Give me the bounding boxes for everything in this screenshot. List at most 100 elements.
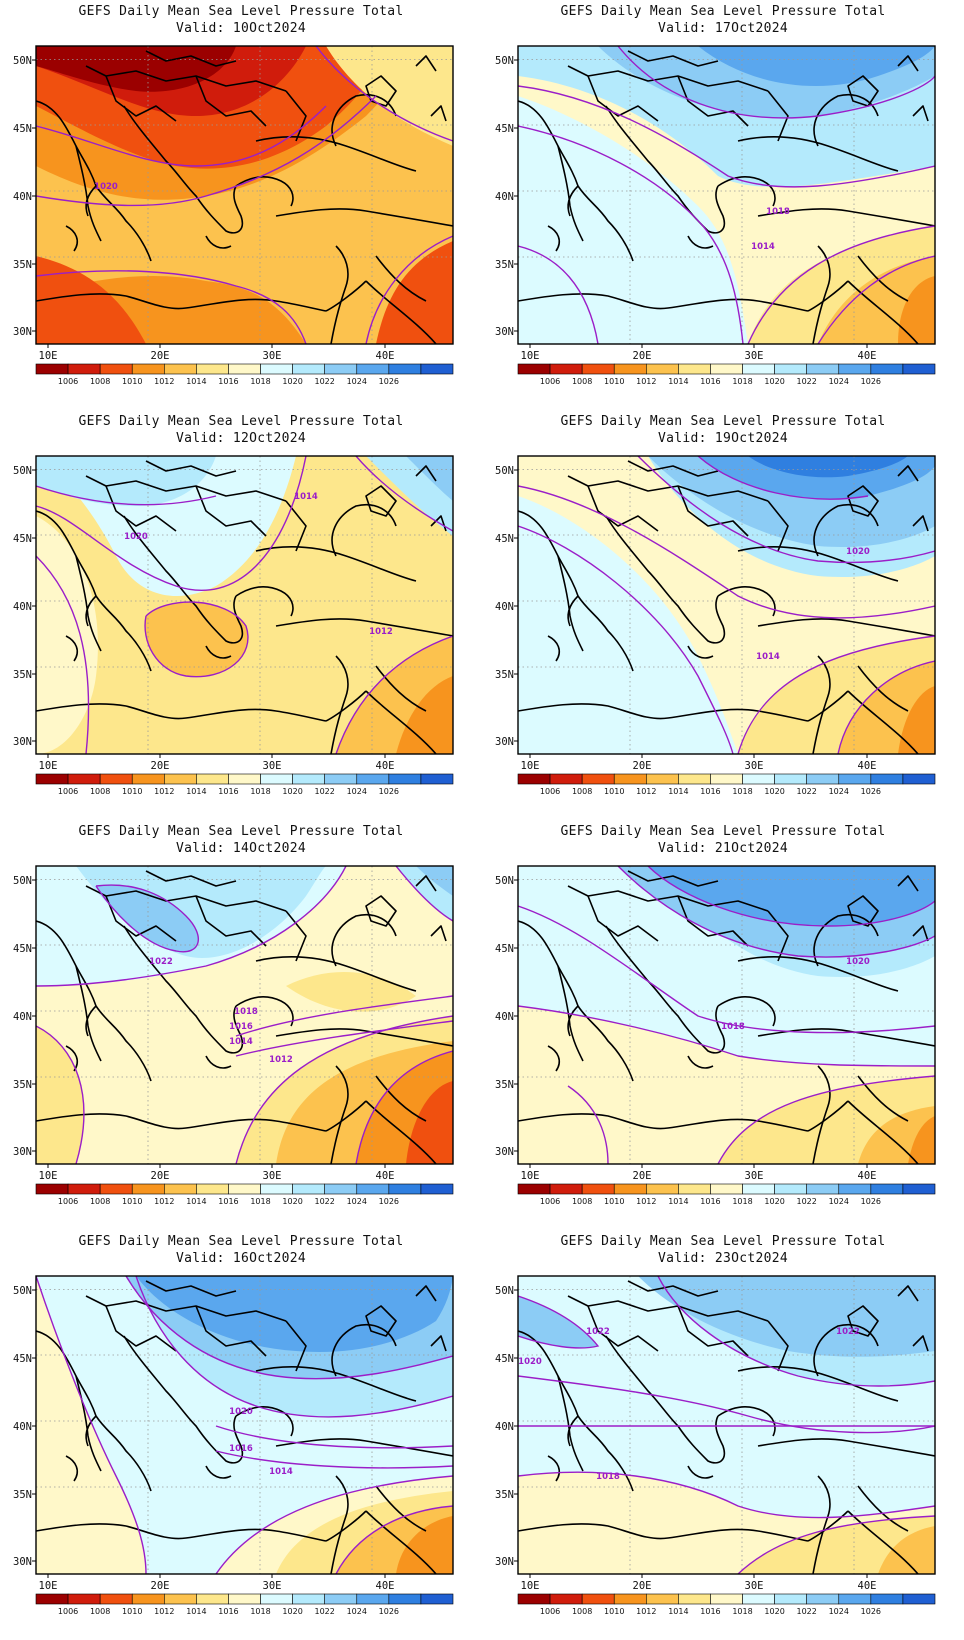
contour-label: 1016 [229, 1022, 253, 1032]
coastlines [36, 1280, 453, 1574]
pressure-shading [36, 516, 98, 754]
panel-title: GEFS Daily Mean Sea Level Pressure Total [560, 824, 886, 839]
colorbar-label: 1024 [347, 1607, 367, 1616]
colorbar-label: 1016 [700, 1197, 720, 1206]
latitude-label: 45N [13, 123, 32, 135]
isobar-lines [36, 456, 453, 754]
colorbar-swatch [613, 773, 647, 785]
colorbar-label: 1018 [732, 787, 752, 796]
latitude-label: 35N [495, 1489, 514, 1501]
colorbar-swatch [164, 773, 197, 785]
colorbar-swatch [517, 363, 551, 375]
latitude-label: 30N [495, 1556, 514, 1568]
forecast-panel: GEFS Daily Mean Sea Level Pressure Total… [482, 410, 964, 820]
colorbar: 1006 1008 1010 1012 1014 1016 1018 1020 1022 1024… [35, 773, 454, 796]
colorbar-label: 1010 [122, 787, 142, 796]
colorbar-label: 1026 [861, 377, 881, 386]
pressure-shading [416, 866, 453, 896]
latitude-label: 45N [13, 1353, 32, 1365]
pressure-shading [638, 1276, 935, 1357]
colorbar-label: 1012 [154, 377, 174, 386]
pressure-shading [36, 456, 216, 506]
longitude-label: 40E [376, 1170, 395, 1182]
colorbar: 1006 1008 1010 1012 1014 1016 1018 1020 1022 1024… [35, 363, 454, 386]
coastlines [36, 870, 453, 1164]
pressure-map: 1022 1018 1016 1014 1012 50N 45N 40N 35N 30N 10E 20… [13, 865, 454, 1206]
colorbar-swatch [228, 773, 261, 785]
colorbar-label: 1024 [347, 377, 367, 386]
latitude-label: 45N [495, 1353, 514, 1365]
colorbar-swatch [292, 363, 325, 375]
pressure-shading [518, 96, 748, 344]
contour-label: 1014 [294, 492, 318, 502]
colorbar-label: 1008 [90, 377, 110, 386]
map-frame [517, 455, 936, 755]
map-area: 1018 1014 [518, 46, 935, 344]
colorbar-label: 1026 [861, 1607, 881, 1616]
colorbar-label: 1022 [315, 1607, 335, 1616]
map-area: 1020 1014 [518, 456, 935, 754]
colorbar-swatch [902, 363, 936, 375]
colorbar-label: 1020 [282, 1607, 302, 1616]
colorbar-label: 1010 [604, 1197, 624, 1206]
contour-label: 1022 [149, 957, 173, 967]
colorbar-label: 1020 [764, 787, 784, 796]
isobar-lines [518, 1276, 935, 1574]
colorbar-label: 1018 [732, 1607, 752, 1616]
colorbar-swatch [806, 1183, 840, 1195]
colorbar-label: 1020 [764, 1607, 784, 1616]
colorbar-swatch [742, 1593, 775, 1605]
map-area: 1020 1018 [518, 866, 935, 1164]
colorbar-swatch [292, 1183, 325, 1195]
longitude-label: 30E [745, 760, 764, 772]
longitude-label: 10E [39, 350, 58, 362]
longitude-label: 10E [521, 350, 540, 362]
pressure-shading [518, 1296, 598, 1348]
colorbar-swatch [260, 773, 293, 785]
latitude-label: 45N [495, 123, 514, 135]
longitude-label: 10E [39, 1580, 58, 1592]
colorbar-label: 1012 [154, 1607, 174, 1616]
longitude-label: 10E [39, 1170, 58, 1182]
colorbar-swatch [710, 773, 743, 785]
forecast-panel: GEFS Daily Mean Sea Level Pressure Total… [0, 1230, 482, 1640]
colorbar-swatch [131, 773, 165, 785]
colorbar-label: 1008 [90, 1197, 110, 1206]
colorbar-label: 1026 [379, 1197, 399, 1206]
colorbar-swatch [292, 1593, 325, 1605]
colorbar-swatch [324, 773, 358, 785]
pressure-shading [748, 456, 908, 478]
colorbar-label: 1014 [668, 1197, 688, 1206]
colorbar-swatch [99, 1183, 133, 1195]
panel-title: GEFS Daily Mean Sea Level Pressure Total [78, 4, 404, 19]
longitude-label: 30E [745, 1170, 764, 1182]
forecast-panel: GEFS Daily Mean Sea Level Pressure Total… [482, 820, 964, 1230]
colorbar-swatch [196, 773, 229, 785]
colorbar-label: 1012 [636, 1607, 656, 1616]
colorbar-label: 1014 [186, 1607, 206, 1616]
panel-title: GEFS Daily Mean Sea Level Pressure Total [560, 414, 886, 429]
map-area: 1022 1022 1020 1018 [518, 1276, 935, 1574]
longitude-label: 10E [521, 760, 540, 772]
colorbar-swatch [228, 1183, 261, 1195]
colorbar: 1006 1008 1010 1012 1014 1016 1018 1020 1022 1024… [35, 1183, 454, 1206]
longitude-label: 30E [745, 350, 764, 362]
colorbar-label: 1016 [218, 787, 238, 796]
longitude-label: 40E [858, 1580, 877, 1592]
colorbar-swatch [838, 1183, 872, 1195]
colorbar-label: 1006 [58, 377, 78, 386]
colorbar-label: 1010 [122, 1197, 142, 1206]
colorbar-swatch [838, 363, 872, 375]
colorbar-label: 1010 [122, 1607, 142, 1616]
contour-label: 1022 [586, 1327, 610, 1337]
contour-label: 1020 [846, 547, 870, 557]
isobar-lines [36, 866, 453, 1164]
colorbar-swatch [581, 773, 615, 785]
colorbar-label: 1006 [540, 1607, 560, 1616]
colorbar-swatch [260, 363, 293, 375]
colorbar-label: 1020 [282, 787, 302, 796]
colorbar-swatch [549, 773, 583, 785]
latitude-label: 40N [13, 601, 32, 613]
contour-label: 1018 [721, 1022, 745, 1032]
colorbar: 1006 1008 1010 1012 1014 1016 1018 1020 1022 1024… [517, 1183, 936, 1206]
